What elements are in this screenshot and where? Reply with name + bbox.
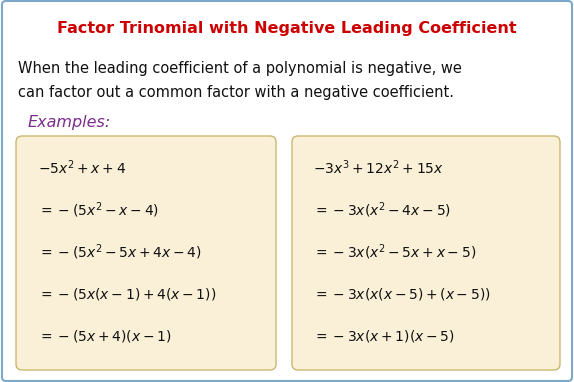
Text: $=-(5x^2-5x+4x-4)$: $=-(5x^2-5x+4x-4)$ <box>38 242 202 262</box>
Text: Factor Trinomial with Negative Leading Coefficient: Factor Trinomial with Negative Leading C… <box>57 21 517 36</box>
FancyBboxPatch shape <box>16 136 276 370</box>
Text: $=-3x(x(x-5)+(x-5))$: $=-3x(x(x-5)+(x-5))$ <box>313 286 491 302</box>
Text: $=-3x(x+1)(x-5)$: $=-3x(x+1)(x-5)$ <box>313 328 455 344</box>
Text: $=-3x(x^2-4x-5)$: $=-3x(x^2-4x-5)$ <box>313 200 451 220</box>
Text: $=-(5x^2-x-4)$: $=-(5x^2-x-4)$ <box>38 200 159 220</box>
Text: Examples:: Examples: <box>28 115 111 129</box>
Text: $=-3x(x^2-5x+x-5)$: $=-3x(x^2-5x+x-5)$ <box>313 242 476 262</box>
Text: $=-(5x+4)(x-1)$: $=-(5x+4)(x-1)$ <box>38 328 172 344</box>
Text: $-3x^3+12x^2+15x$: $-3x^3+12x^2+15x$ <box>313 159 444 177</box>
FancyBboxPatch shape <box>292 136 560 370</box>
Text: $=-(5x(x-1)+4(x-1))$: $=-(5x(x-1)+4(x-1))$ <box>38 286 216 302</box>
Text: $-5x^2+x+4$: $-5x^2+x+4$ <box>38 159 126 177</box>
Text: When the leading coefficient of a polynomial is negative, we: When the leading coefficient of a polyno… <box>18 60 462 76</box>
Text: can factor out a common factor with a negative coefficient.: can factor out a common factor with a ne… <box>18 84 454 99</box>
